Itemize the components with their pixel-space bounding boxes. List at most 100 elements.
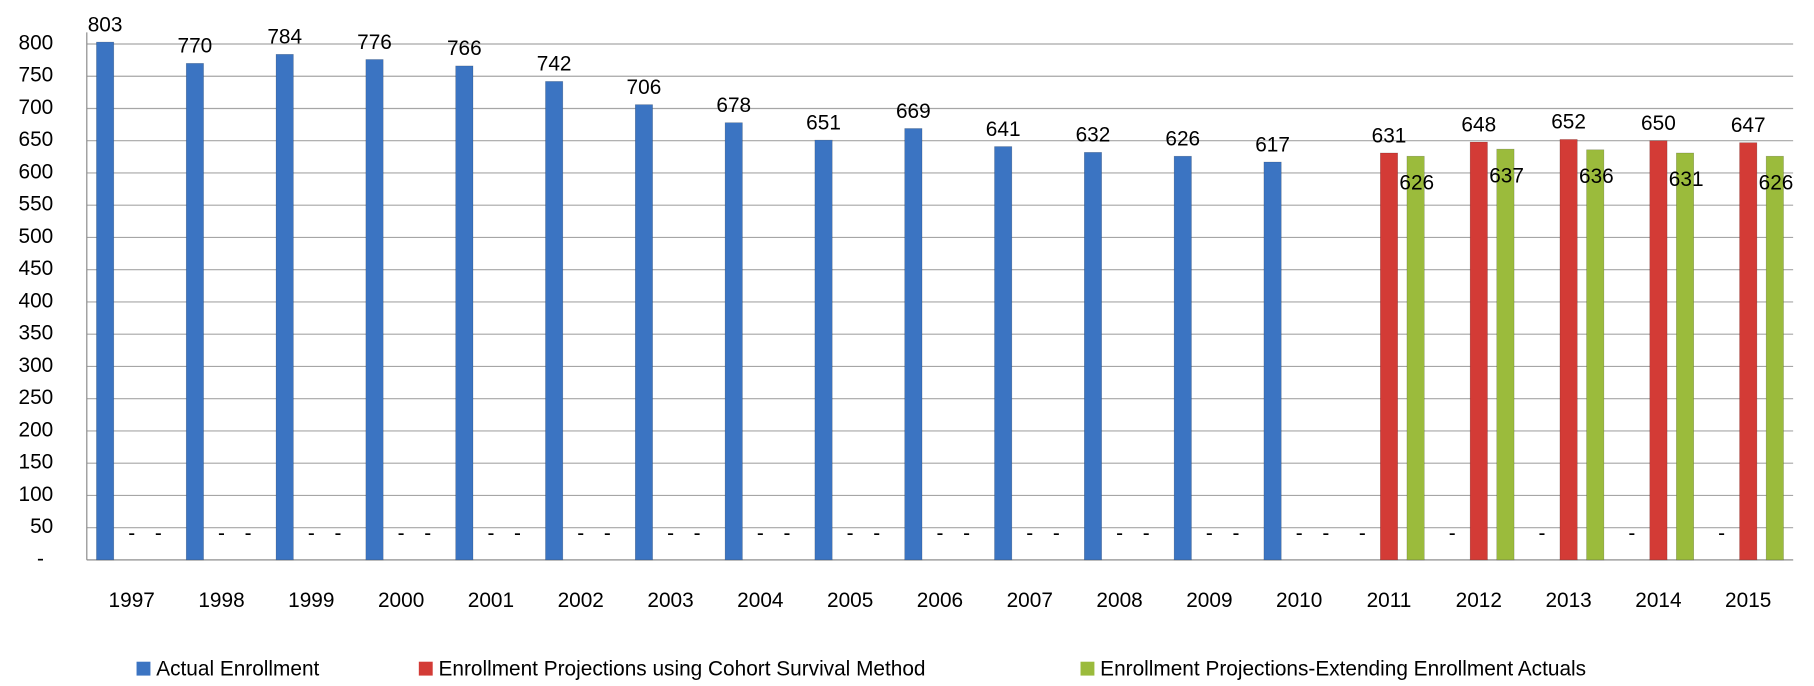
y-tick-label: 700 bbox=[19, 96, 54, 119]
x-tick-label: 2000 bbox=[378, 589, 424, 612]
x-tick-label: 2008 bbox=[1096, 589, 1142, 612]
data-label: - bbox=[487, 522, 494, 545]
data-label: - bbox=[667, 522, 674, 545]
bar bbox=[994, 146, 1013, 561]
data-label: - bbox=[783, 522, 790, 545]
data-label: 770 bbox=[178, 35, 213, 58]
x-tick-label: 2012 bbox=[1456, 589, 1502, 612]
data-label: 626 bbox=[1759, 171, 1794, 194]
data-label: - bbox=[1206, 522, 1213, 545]
y-tick-label: 600 bbox=[19, 160, 54, 183]
data-label: 632 bbox=[1076, 124, 1111, 147]
y-tick-label: 550 bbox=[19, 193, 54, 216]
y-tick-label: 650 bbox=[19, 128, 54, 151]
data-label: - bbox=[577, 522, 584, 545]
y-tick-label: 50 bbox=[30, 515, 53, 538]
y-tick-label: 350 bbox=[19, 322, 54, 345]
x-tick-label: 2015 bbox=[1725, 589, 1771, 612]
data-label: - bbox=[757, 522, 764, 545]
legend-label: Actual Enrollment bbox=[156, 657, 319, 680]
data-label: - bbox=[514, 522, 521, 545]
bar bbox=[1739, 142, 1758, 561]
bar bbox=[634, 104, 653, 561]
legend-label: Enrollment Projections-Extending Enrollm… bbox=[1100, 657, 1586, 680]
data-label: - bbox=[1053, 522, 1060, 545]
data-label: 650 bbox=[1641, 112, 1676, 135]
bar bbox=[1406, 155, 1425, 561]
data-label: 652 bbox=[1551, 111, 1586, 134]
bar bbox=[724, 122, 743, 561]
data-label: - bbox=[155, 522, 162, 545]
y-tick-label: 500 bbox=[19, 225, 54, 248]
data-label: 647 bbox=[1731, 114, 1766, 137]
bar bbox=[814, 139, 833, 561]
data-label: - bbox=[1539, 522, 1546, 545]
y-tick-label: 200 bbox=[19, 418, 54, 441]
data-label: - bbox=[963, 522, 970, 545]
x-tick-label: 2013 bbox=[1545, 589, 1591, 612]
legend-swatch bbox=[1080, 661, 1095, 676]
x-tick-label: 2005 bbox=[827, 589, 873, 612]
data-label: - bbox=[1449, 522, 1456, 545]
x-tick-label: 2009 bbox=[1186, 589, 1232, 612]
y-tick-label: 400 bbox=[19, 289, 54, 312]
bar bbox=[1586, 149, 1605, 561]
bar bbox=[275, 54, 294, 561]
y-tick-label: 300 bbox=[19, 354, 54, 377]
bar bbox=[904, 128, 923, 561]
x-tick-label: 2010 bbox=[1276, 589, 1322, 612]
bar bbox=[1676, 152, 1694, 561]
y-tick-label: 100 bbox=[19, 483, 54, 506]
data-label: 637 bbox=[1489, 164, 1524, 187]
data-label: - bbox=[694, 522, 701, 545]
data-label: 651 bbox=[806, 111, 841, 134]
data-label: - bbox=[334, 522, 341, 545]
data-label: 631 bbox=[1372, 124, 1407, 147]
data-label: 766 bbox=[447, 37, 482, 60]
x-tick-label: 2011 bbox=[1367, 589, 1412, 612]
bar bbox=[455, 65, 474, 561]
data-label: 648 bbox=[1461, 113, 1496, 136]
data-label: 626 bbox=[1399, 171, 1434, 194]
data-label: 784 bbox=[267, 26, 302, 49]
x-tick-label: 2006 bbox=[917, 589, 963, 612]
data-label: - bbox=[1116, 522, 1123, 545]
x-tick-label: 2003 bbox=[647, 589, 693, 612]
data-label: - bbox=[1628, 522, 1635, 545]
x-tick-label: 1997 bbox=[109, 589, 155, 612]
data-label: - bbox=[1143, 522, 1150, 545]
data-label: 776 bbox=[357, 31, 392, 54]
data-label: 669 bbox=[896, 100, 931, 123]
bar bbox=[545, 81, 564, 561]
data-label: - bbox=[218, 522, 225, 545]
data-label: - bbox=[424, 522, 431, 545]
data-label: 636 bbox=[1579, 165, 1614, 188]
legend-swatch bbox=[418, 661, 433, 676]
x-tick-label: 1998 bbox=[198, 589, 244, 612]
data-label: - bbox=[1718, 522, 1725, 545]
data-label: - bbox=[847, 522, 854, 545]
bar bbox=[365, 59, 384, 561]
data-label: 631 bbox=[1669, 168, 1704, 191]
y-tick-label: 800 bbox=[19, 31, 54, 54]
legend-label: Enrollment Projections using Cohort Surv… bbox=[438, 657, 925, 680]
data-label: 803 bbox=[88, 13, 123, 36]
bar bbox=[96, 41, 115, 561]
bar bbox=[1380, 152, 1398, 561]
data-label: - bbox=[1359, 522, 1366, 545]
y-tick-label: 250 bbox=[19, 386, 54, 409]
data-label: 641 bbox=[986, 118, 1021, 141]
x-tick-label: 2014 bbox=[1635, 589, 1681, 612]
data-label: - bbox=[245, 522, 252, 545]
data-label: 742 bbox=[537, 53, 572, 76]
data-label: 626 bbox=[1165, 128, 1200, 151]
legend-swatch bbox=[136, 661, 151, 676]
y-tick-label: - bbox=[37, 547, 44, 570]
bar bbox=[1084, 152, 1102, 561]
bar bbox=[185, 63, 204, 561]
data-label: - bbox=[1026, 522, 1033, 545]
bar bbox=[1649, 140, 1668, 561]
bar bbox=[1559, 139, 1578, 561]
data-label: - bbox=[128, 522, 135, 545]
